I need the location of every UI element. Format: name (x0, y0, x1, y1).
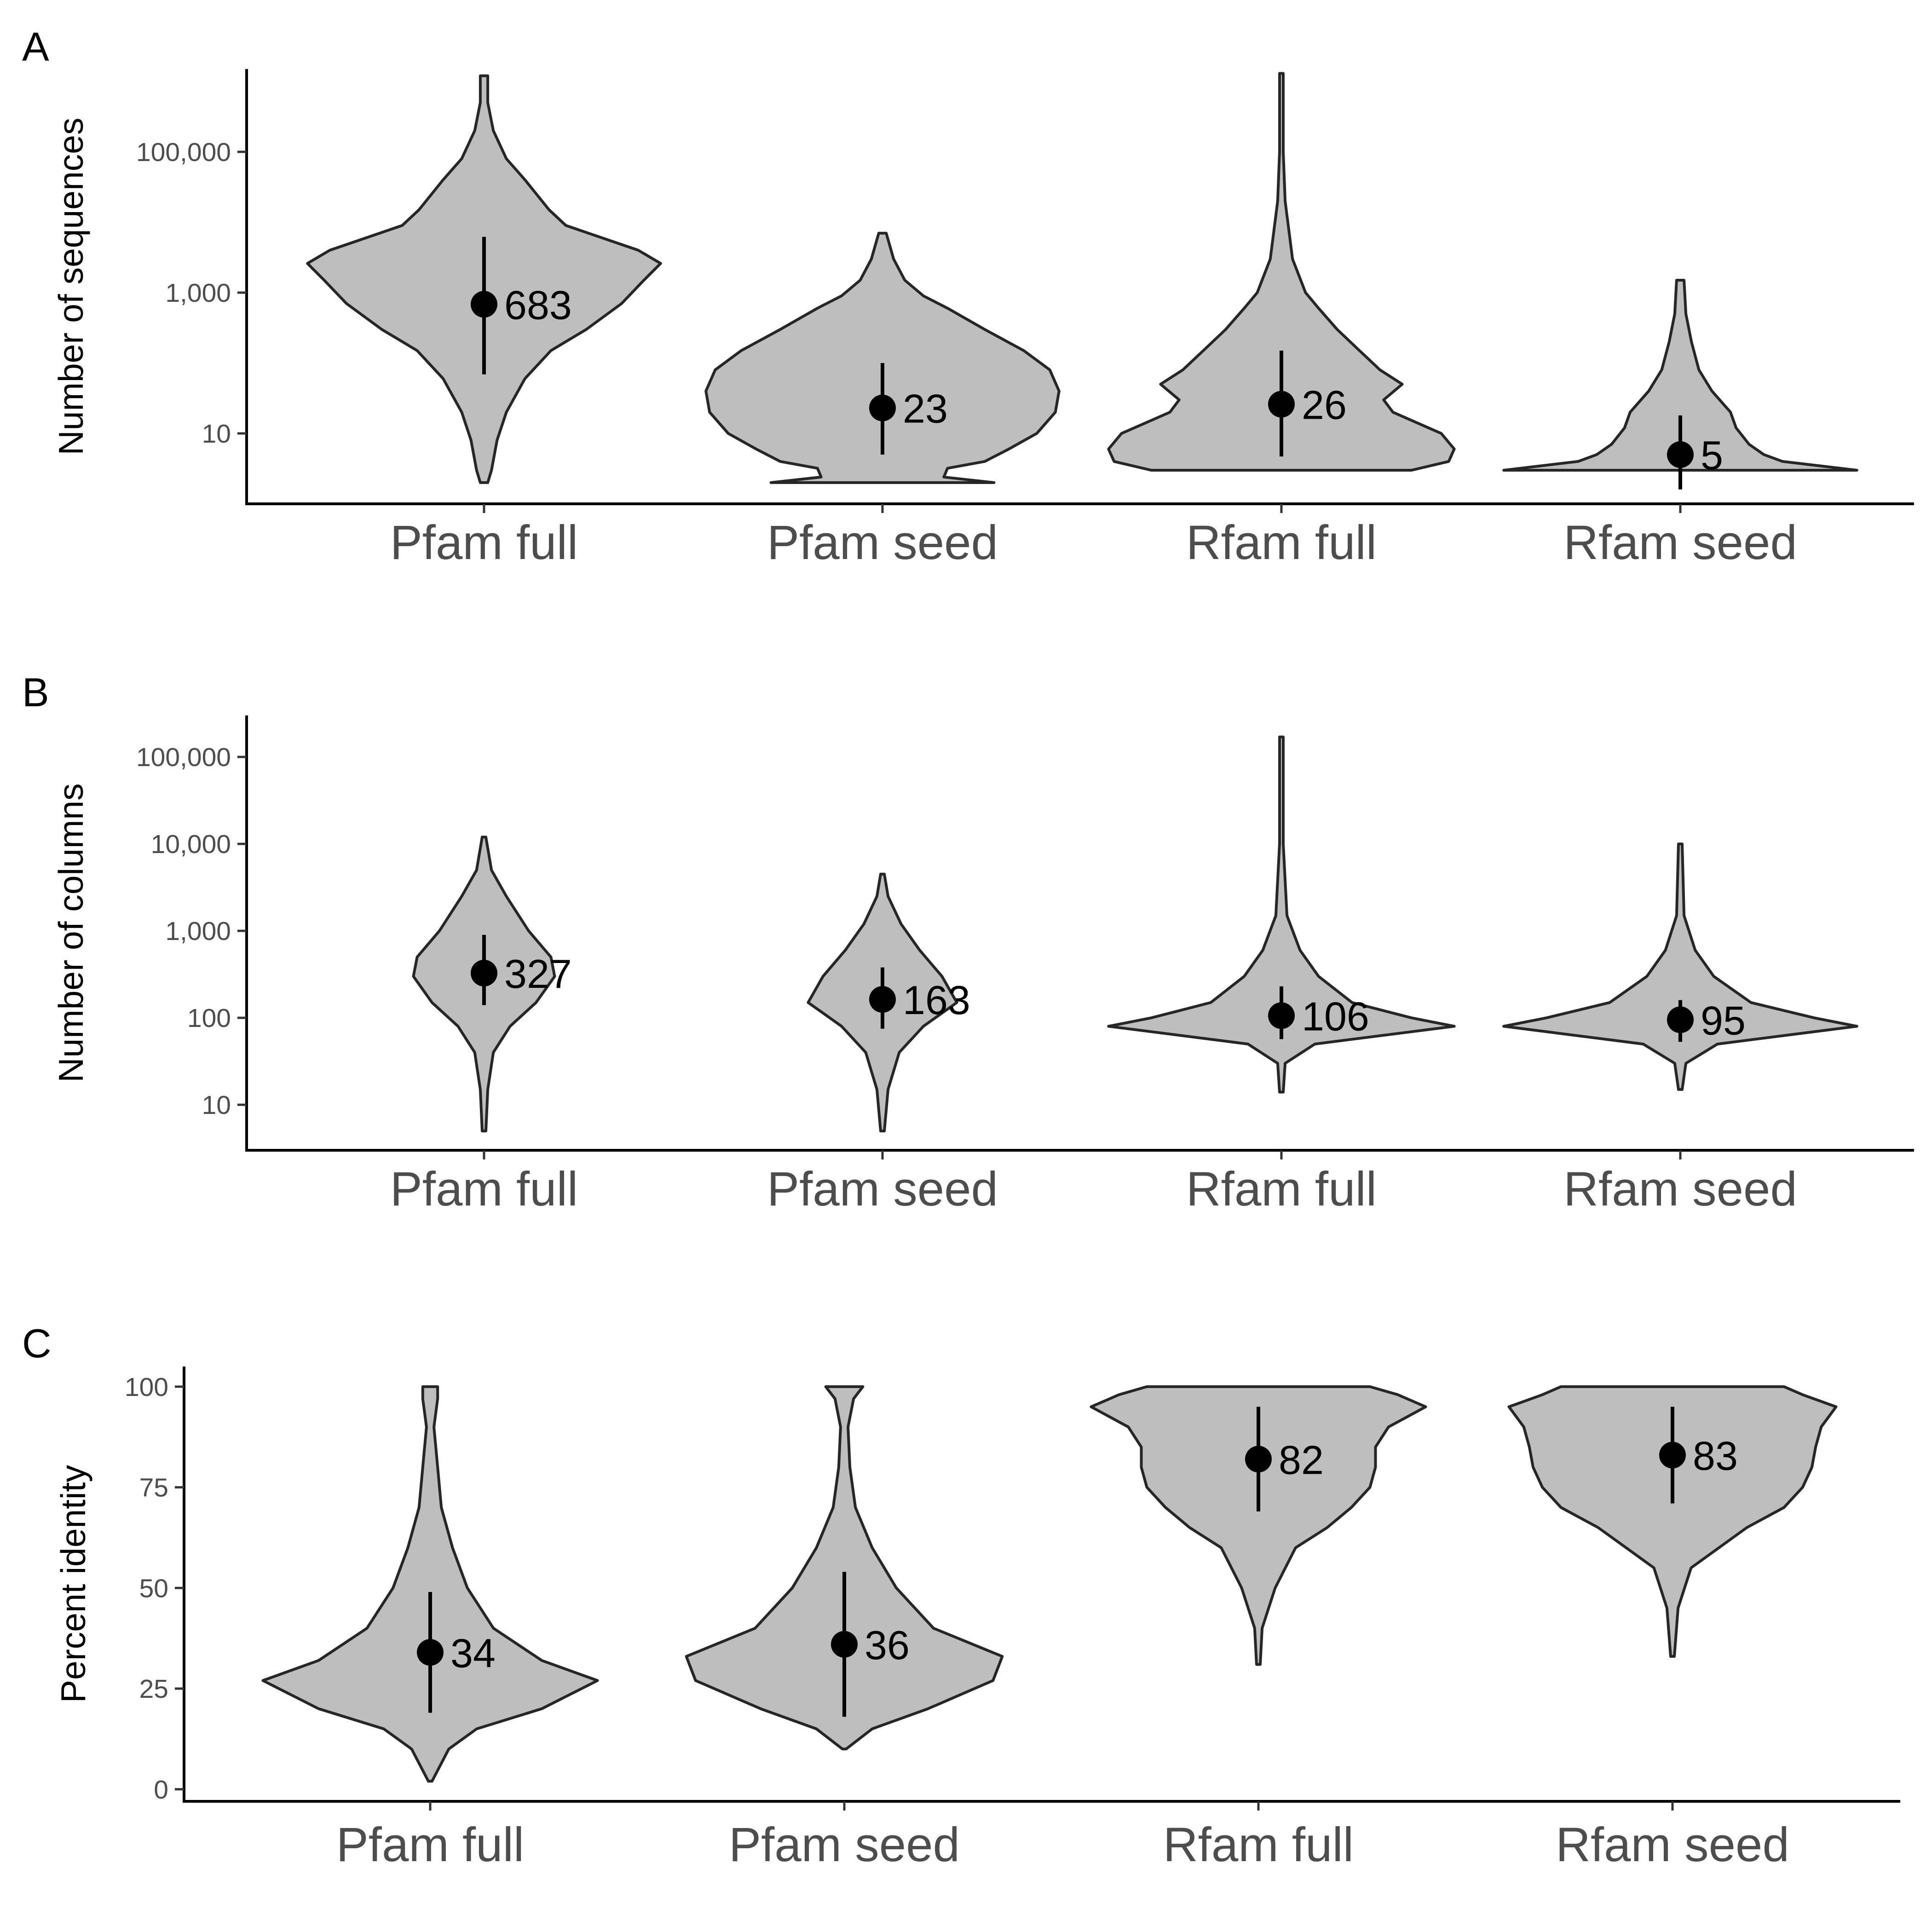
x-tick-label: Pfam full (390, 1162, 578, 1216)
x-tick-label: Pfam full (390, 516, 578, 570)
violin (1507, 1385, 1838, 1658)
median-label: 82 (1279, 1437, 1324, 1482)
median-label: 163 (903, 977, 970, 1023)
median-point (471, 291, 497, 318)
median-label: 36 (865, 1622, 910, 1668)
median-label: 95 (1701, 998, 1746, 1043)
y-tick-label: 100,000 (136, 743, 231, 772)
median-point (869, 986, 896, 1013)
violin (261, 1385, 599, 1783)
y-tick-label: 100,000 (136, 138, 231, 167)
violin-group-rfam-seed: 83 (1507, 1385, 1838, 1658)
median-point (471, 959, 497, 986)
violin (1107, 72, 1456, 472)
median-label: 34 (450, 1630, 496, 1676)
violin-group-pfam-seed: 163 (807, 872, 970, 1133)
median-label: 5 (1701, 433, 1723, 478)
violin-group-rfam-full: 26 (1107, 72, 1456, 472)
panel-c: C Percent identity 34 36 82 83 0 25 50 75 100 Pfam … (22, 1321, 1900, 1872)
median-point (417, 1639, 444, 1666)
x-tick-label: Rfam seed (1563, 516, 1797, 570)
y-axis-label: Number of sequences (52, 118, 90, 456)
y-tick-label: 100 (187, 1003, 231, 1033)
y-axis-label: Number of columns (52, 783, 90, 1082)
median-point (1268, 1002, 1295, 1029)
y-tick-label: 1,000 (165, 917, 231, 946)
violin (1502, 842, 1858, 1091)
violin-group-rfam-seed: 5 (1502, 279, 1858, 490)
median-label: 23 (903, 386, 948, 432)
x-tick-label: Rfam full (1186, 516, 1377, 570)
median-label: 83 (1693, 1433, 1738, 1479)
x-tick-label: Rfam seed (1556, 1818, 1789, 1872)
violin-group-pfam-full: 34 (261, 1385, 599, 1783)
x-tick-label: Rfam full (1186, 1162, 1377, 1216)
y-tick-label: 75 (139, 1473, 168, 1503)
violin (685, 1385, 1004, 1751)
violin-group-rfam-full: 106 (1107, 735, 1456, 1094)
y-axis-label: Percent identity (54, 1465, 92, 1703)
median-label: 683 (504, 282, 572, 328)
panel-a: A Number of sequences 683 23 26 5 10 1,000 100,0… (22, 24, 1914, 570)
violin-group-pfam-full: 327 (412, 836, 572, 1133)
violin-group-pfam-full: 683 (306, 74, 662, 484)
y-tick-label: 10,000 (151, 830, 231, 859)
median-point (831, 1631, 858, 1658)
median-label: 327 (504, 951, 572, 997)
median-point (1268, 391, 1295, 418)
x-tick-label: Rfam full (1163, 1818, 1354, 1872)
y-tick-label: 100 (125, 1373, 168, 1402)
panel-letter: A (22, 24, 49, 69)
y-tick-label: 25 (139, 1674, 168, 1704)
median-label: 26 (1302, 382, 1347, 427)
panel-letter: C (22, 1321, 52, 1366)
violin-group-pfam-seed: 23 (704, 231, 1061, 484)
violin (1107, 735, 1456, 1094)
x-tick-label: Pfam full (336, 1818, 524, 1872)
median-point (1667, 441, 1694, 468)
median-point (869, 394, 896, 421)
median-label: 106 (1302, 993, 1369, 1039)
violin-group-rfam-seed: 95 (1502, 842, 1858, 1091)
violin-group-rfam-full: 82 (1090, 1385, 1427, 1666)
x-tick-label: Pfam seed (767, 516, 998, 570)
panel-b: B Number of columns 327 163 106 95 10 100 1,000 1… (22, 669, 1914, 1216)
violin (1090, 1385, 1427, 1666)
x-tick-label: Pfam seed (767, 1162, 998, 1216)
y-tick-label: 10 (202, 419, 231, 449)
median-point (1667, 1006, 1694, 1033)
median-point (1659, 1442, 1686, 1469)
x-tick-label: Pfam seed (729, 1818, 960, 1872)
y-tick-label: 50 (139, 1574, 168, 1603)
violin-group-pfam-seed: 36 (685, 1385, 1004, 1751)
violin (1502, 279, 1858, 472)
violin (704, 231, 1061, 484)
y-tick-label: 10 (202, 1090, 231, 1120)
y-tick-label: 0 (154, 1775, 168, 1805)
panel-letter: B (22, 669, 49, 715)
median-point (1245, 1446, 1272, 1473)
y-tick-label: 1,000 (165, 278, 231, 308)
x-tick-label: Rfam seed (1563, 1162, 1797, 1216)
